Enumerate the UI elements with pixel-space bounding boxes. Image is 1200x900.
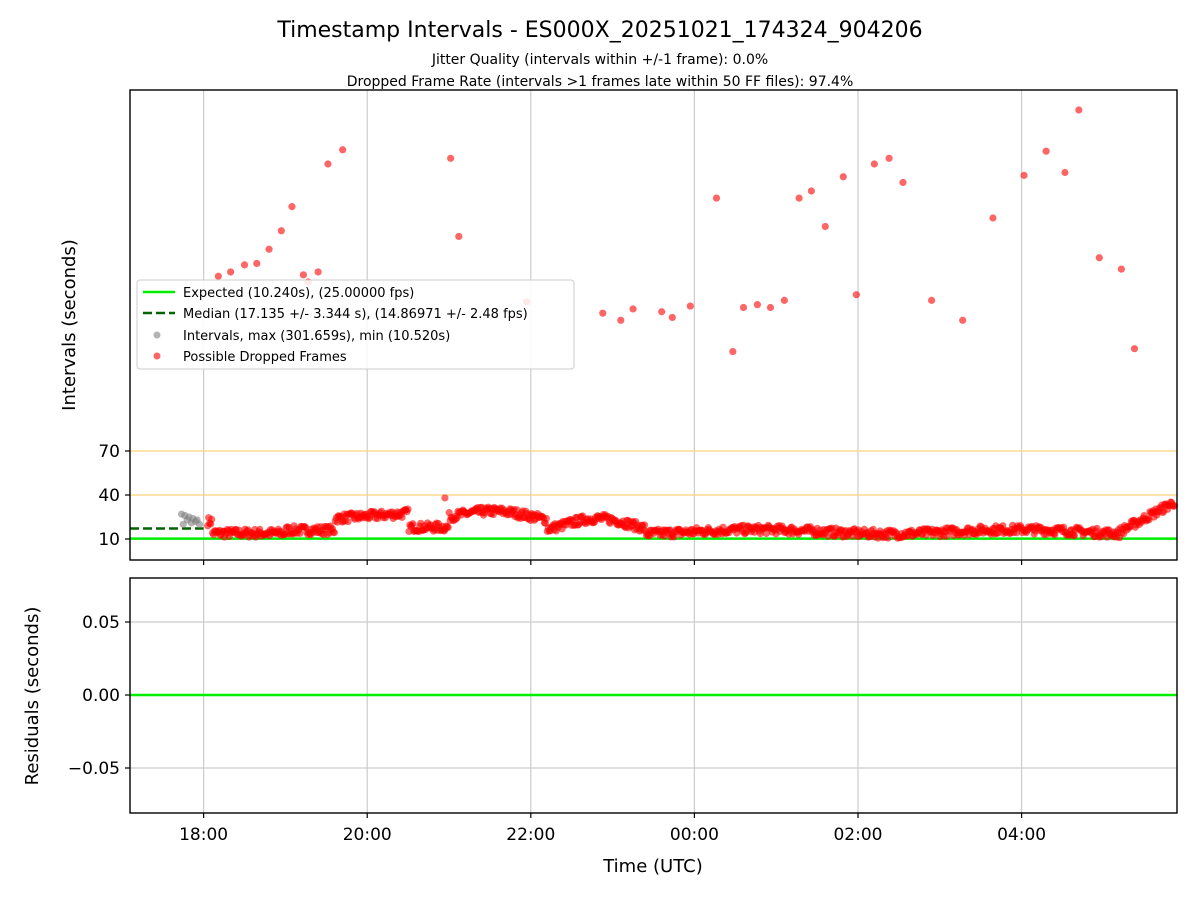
dropped-frame-point <box>339 146 347 154</box>
intervals-y-tick-label: 40 <box>98 486 120 506</box>
residuals-y-tick-label: 0.00 <box>82 686 120 706</box>
dropped-frame-point <box>766 303 775 312</box>
dropped-frame-point <box>1042 147 1050 155</box>
x-axis-label: Time (UTC) <box>602 856 703 877</box>
residuals-y-tick-label: 0.05 <box>82 613 120 633</box>
legend: Expected (10.240s), (25.00000 fps) Media… <box>136 279 575 370</box>
dropped-frame-point <box>1020 171 1028 179</box>
chart-subtitle-jitter: Jitter Quality (intervals within +/-1 fr… <box>431 52 768 68</box>
dropped-frame-point <box>762 529 770 538</box>
dropped-frame-point <box>1070 531 1079 540</box>
dropped-frame-point <box>240 261 249 269</box>
dropped-frame-point <box>712 194 721 202</box>
dropped-frame-point <box>658 308 666 316</box>
dropped-frame-point <box>1061 168 1069 177</box>
intervals-points <box>177 106 1179 542</box>
dropped-frame-point <box>1075 106 1083 114</box>
legend-dropped-label: Possible Dropped Frames <box>183 350 347 365</box>
dropped-frame-point <box>753 301 761 309</box>
dropped-frame-point <box>444 523 452 532</box>
dropped-frame-point <box>839 173 847 181</box>
dropped-frame-point <box>398 513 406 521</box>
dropped-frame-point <box>739 303 748 312</box>
dropped-frame-point <box>795 194 803 202</box>
residuals-y-axis-label: Residuals (seconds) <box>22 607 43 786</box>
dropped-frame-point <box>214 272 222 280</box>
dropped-frame-point <box>989 214 997 222</box>
legend-dropped-swatch <box>153 352 161 360</box>
dropped-frame-point <box>314 268 322 276</box>
dropped-frame-point <box>885 154 893 162</box>
legend-expected-label: Expected (10.240s), (25.00000 fps) <box>183 286 414 301</box>
dropped-frame-point <box>409 520 417 528</box>
dropped-frame-point <box>884 534 892 542</box>
x-tick-label: 18:00 <box>179 825 228 845</box>
dropped-frame-point <box>668 313 676 322</box>
dropped-frame-point <box>599 309 607 317</box>
dropped-frame-point <box>208 515 216 523</box>
dropped-frame-point <box>542 514 550 523</box>
dropped-frame-point <box>404 505 412 513</box>
dropped-frame-point <box>324 160 332 168</box>
intervals-x-ticks <box>203 560 1023 565</box>
intervals-panel: 10 40 70 Intervals (seconds) Expected (10.… <box>59 89 1179 565</box>
dropped-frame-point <box>928 296 936 304</box>
legend-median-label: Median (17.135 +/- 3.344 s), (14.86971 +… <box>183 307 528 322</box>
x-tick-label: 02:00 <box>833 825 882 845</box>
x-tick-label: 22:00 <box>506 825 555 845</box>
dropped-frame-point <box>870 160 878 168</box>
dropped-frame-point <box>686 302 694 310</box>
dropped-frame-point <box>299 271 308 279</box>
intervals-y-axis-label: Intervals (seconds) <box>59 239 80 411</box>
dropped-frame-point <box>640 521 649 529</box>
residuals-y-tick-label: −0.05 <box>68 759 120 779</box>
residuals-panel: 0.05 0.00 −0.05 18:00 20:00 22:00 00:00 02:00 0… <box>22 577 1178 877</box>
dropped-frame-point <box>1093 524 1101 532</box>
intervals-y-tick-label: 70 <box>98 442 120 462</box>
residuals-y-ticks: 0.05 0.00 −0.05 <box>68 613 130 779</box>
dropped-frame-point <box>999 522 1007 530</box>
chart-subtitle-dropped: Dropped Frame Rate (intervals >1 frames … <box>347 74 854 90</box>
dropped-frame-point <box>617 316 625 324</box>
dropped-frame-point <box>959 316 967 324</box>
dropped-frame-point <box>330 529 338 537</box>
legend-intervals-swatch <box>153 331 161 339</box>
dropped-frame-point <box>253 259 261 268</box>
x-tick-label: 20:00 <box>343 825 392 845</box>
residuals-x-ticks: 18:00 20:00 22:00 00:00 02:00 04:00 <box>179 813 1046 845</box>
intervals-reference-lines <box>130 450 1177 540</box>
dropped-frame-point <box>344 517 352 526</box>
dropped-frame-point <box>288 203 296 211</box>
dropped-frame-point <box>852 291 860 299</box>
intervals-plot-frame <box>129 89 1178 561</box>
chart-title: Timestamp Intervals - ES000X_20251021_17… <box>276 18 922 43</box>
dropped-frame-point <box>455 232 463 241</box>
dropped-frame-point <box>296 529 304 537</box>
dropped-frame-point <box>780 296 788 304</box>
dropped-frame-point <box>629 305 637 313</box>
dropped-frame-point <box>277 227 285 235</box>
intervals-y-tick-label: 10 <box>98 530 120 550</box>
dropped-frame-point <box>1130 345 1139 353</box>
dropped-frame-point <box>441 494 449 502</box>
intervals-y-ticks: 10 40 70 <box>98 442 130 550</box>
dropped-frame-point <box>265 245 273 253</box>
x-tick-label: 04:00 <box>997 825 1046 845</box>
dropped-frame-point <box>447 154 455 162</box>
dropped-frame-point <box>729 347 737 356</box>
dropped-frame-point <box>1095 254 1103 262</box>
dropped-frame-point <box>899 178 907 187</box>
x-tick-label: 00:00 <box>670 825 719 845</box>
dropped-frame-point <box>227 268 235 276</box>
legend-intervals-label: Intervals, max (301.659s), min (10.520s) <box>183 329 450 344</box>
interval-point <box>195 520 204 528</box>
dropped-frame-point <box>807 187 815 195</box>
dropped-frame-point <box>1117 265 1125 273</box>
legend-box <box>136 279 575 370</box>
dropped-frame-point <box>821 222 829 231</box>
